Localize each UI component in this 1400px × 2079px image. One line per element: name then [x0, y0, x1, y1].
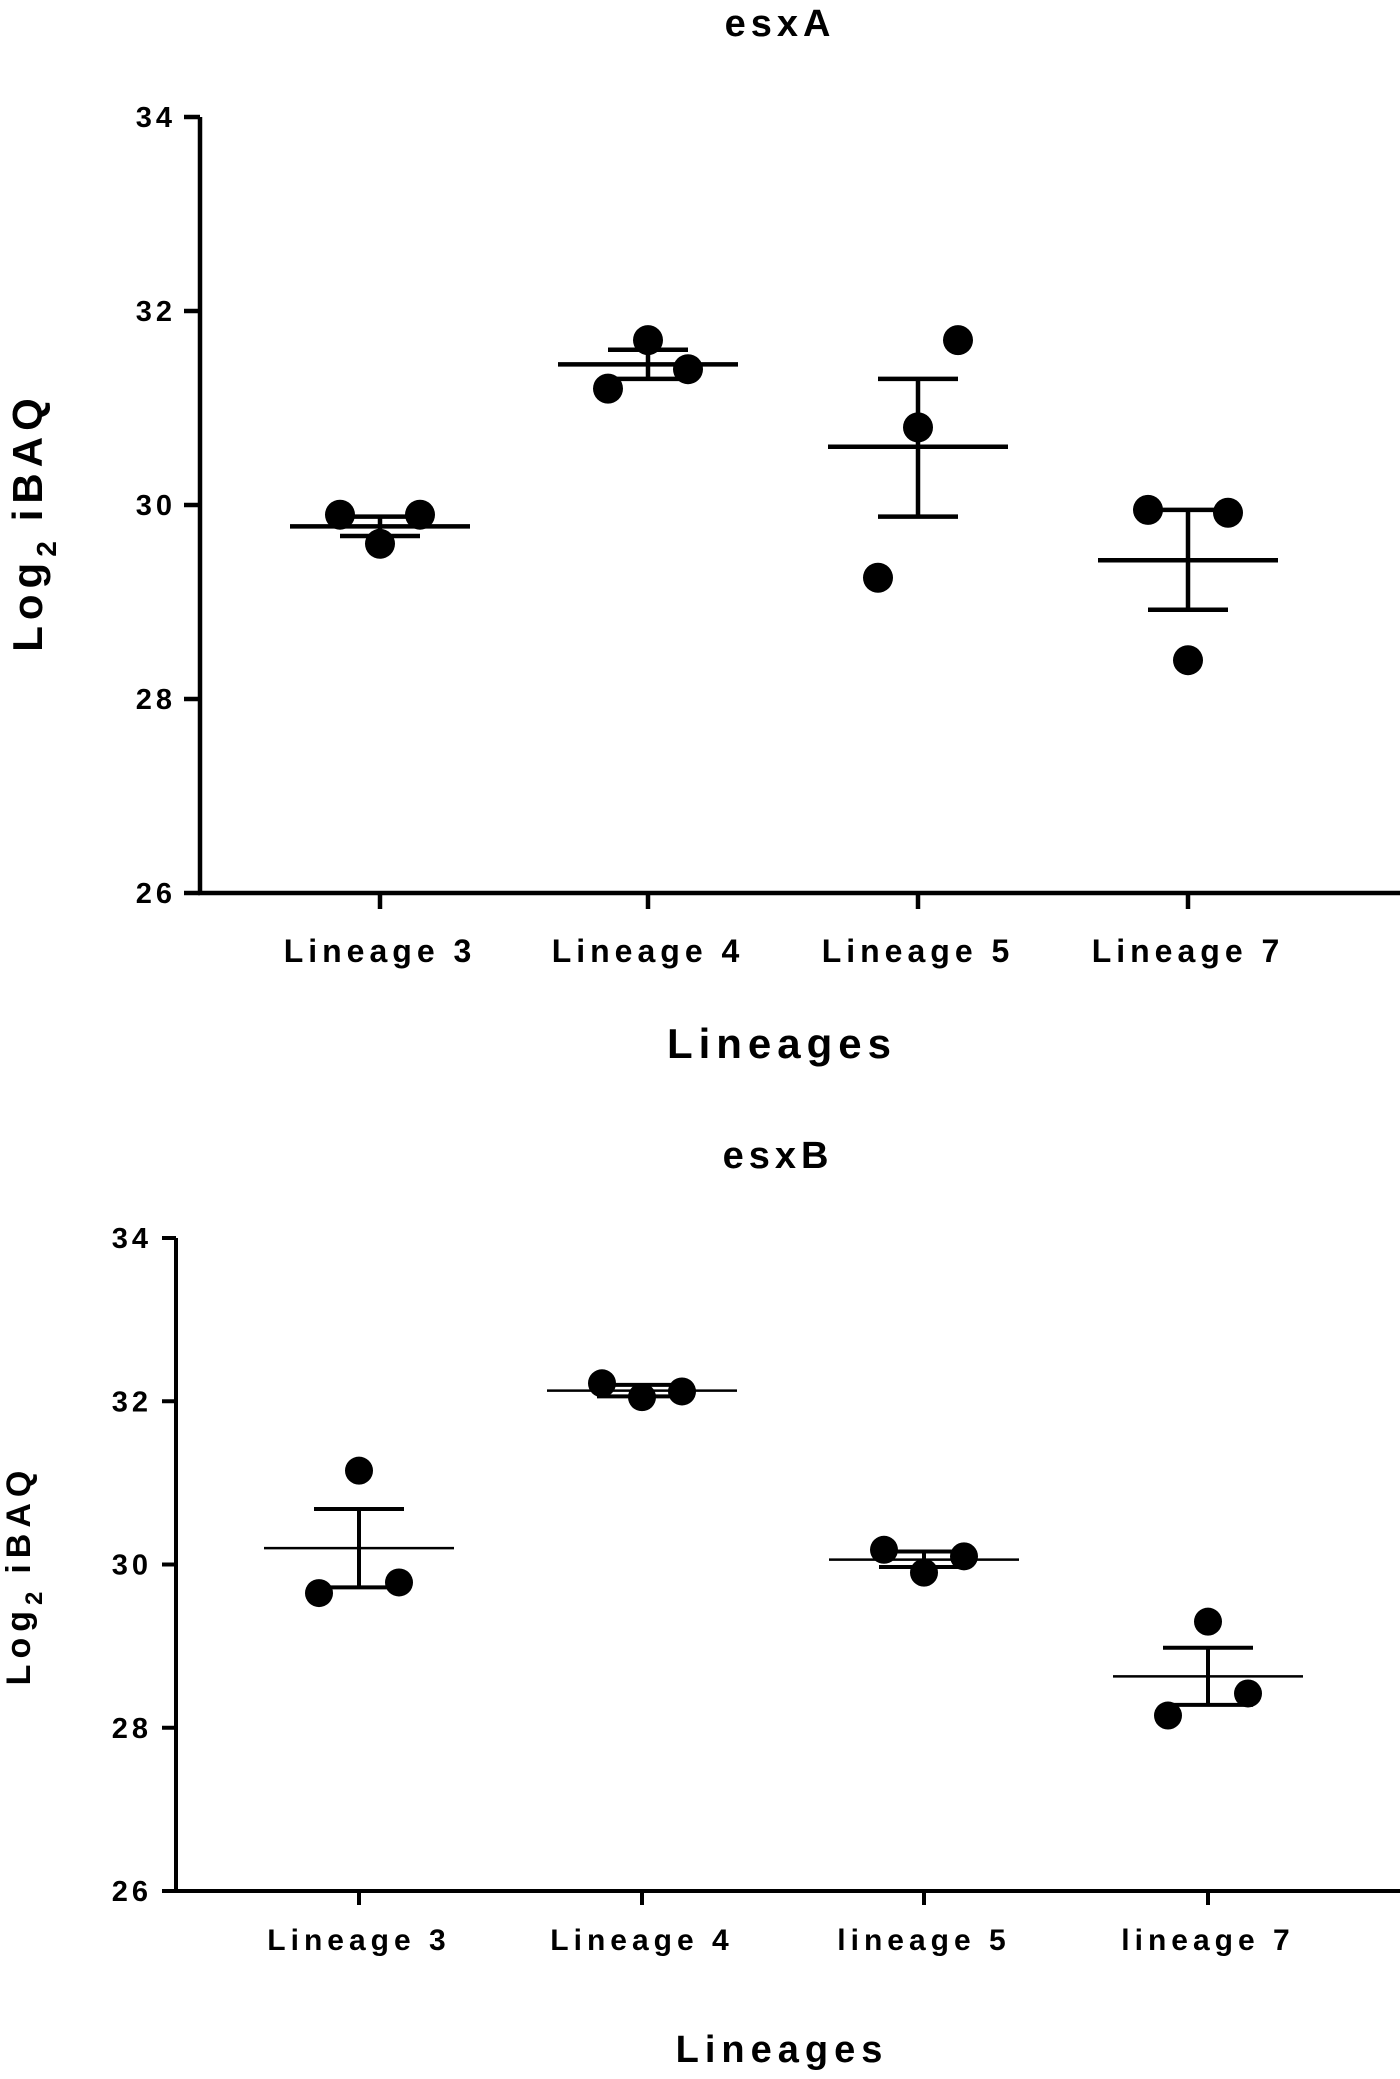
- chart-1-data-point: [593, 373, 623, 404]
- chart-2-x-axis-label: Lineages: [676, 2029, 889, 2071]
- chart-2-ylabel-main: Log: [0, 1605, 38, 1685]
- chart-2-ylabel-rest: iBAQ: [0, 1465, 38, 1574]
- chart-1-data-point: [1133, 494, 1163, 525]
- chart-1-y-tick-label: 34: [136, 102, 176, 134]
- chart-1-ylabel-main: Log: [4, 557, 51, 652]
- chart-1-data-point: [633, 325, 663, 356]
- chart-2-data-point: [668, 1377, 696, 1406]
- chart-1-y-tick-label: 28: [136, 684, 176, 716]
- chart-2-data-point: [870, 1535, 898, 1564]
- chart-2-plot: 26 28 30 32 34 Lineage 3 Lineage 4 lineage 5 lin…: [112, 1223, 1400, 1957]
- chart-1-x-tick-label: Lineage 4: [552, 933, 745, 969]
- chart-1-ylabel-sub: 2: [31, 535, 62, 557]
- chart-1-x-tick-label: Lineage 3: [284, 933, 477, 969]
- chart-2-data-point: [1194, 1607, 1222, 1636]
- chart-1-data-point: [863, 562, 893, 593]
- chart-1-y-tick-label: 32: [136, 296, 176, 328]
- chart-2-ylabel-sub: 2: [21, 1586, 48, 1605]
- chart-1-data-point: [365, 528, 395, 559]
- chart-2-y-tick-label: 34: [112, 1223, 152, 1255]
- chart-2-y-tick-label: 28: [112, 1713, 152, 1745]
- chart-1-y-tick-label: 30: [136, 490, 176, 522]
- chart-1-x-axis-label: Lineages: [667, 1020, 897, 1067]
- chart-2-data-point: [628, 1383, 656, 1412]
- chart-1-data-point: [1213, 497, 1243, 528]
- chart-1-x-tick-label: Lineage 7: [1092, 933, 1285, 969]
- svg-text:Log2iBAQ: Log2 iBAQ: [0, 1465, 48, 1686]
- chart-2-y-axis-label: Log2 iBAQ: [0, 1465, 48, 1686]
- chart-2-data-point: [1234, 1679, 1262, 1708]
- chart-2-data-point: [910, 1558, 938, 1587]
- chart-1-y-axis-label: Log2 iBAQ: [4, 392, 62, 652]
- chart-2-x-tick-label: Lineage 4: [550, 1924, 733, 1957]
- chart-1-data-point: [673, 354, 703, 385]
- chart-2-y-tick-label: 26: [112, 1876, 152, 1908]
- chart-2-data-point: [1154, 1701, 1182, 1730]
- chart-2-data-point: [345, 1456, 373, 1485]
- chart-2-x-tick-label: lineage 5: [837, 1924, 1010, 1957]
- chart-1-y-tick-label: 26: [136, 878, 176, 910]
- chart-1-data-point: [325, 499, 355, 530]
- chart-1-data-point: [1173, 645, 1203, 676]
- chart-1-x-tick-label: Lineage 5: [822, 933, 1015, 969]
- chart-2-data-point: [950, 1542, 978, 1571]
- chart-1-data-point: [903, 412, 933, 443]
- chart-2-y-tick-label: 30: [112, 1550, 152, 1582]
- chart-2-x-tick-label: lineage 7: [1121, 1924, 1294, 1957]
- chart-2-data-point: [385, 1568, 413, 1597]
- chart-1-plot: 26 28 30 32 34 Lineage 3 Lineage 4 Lineage 5 Lin…: [136, 102, 1400, 969]
- chart-1-title: esxA: [725, 3, 836, 45]
- chart-1-ylabel-rest: iBAQ: [4, 392, 51, 521]
- chart-2-title: esxB: [723, 1135, 834, 1177]
- chart-2-y-tick-label: 32: [112, 1386, 152, 1418]
- chart-2-data-point: [588, 1369, 616, 1398]
- chart-1-data-point: [405, 499, 435, 530]
- chart-1-data-point: [943, 325, 973, 356]
- chart-2-x-tick-label: Lineage 3: [267, 1924, 450, 1957]
- svg-text:Log2iBAQ: Log2 iBAQ: [4, 392, 62, 652]
- chart-2-data-point: [305, 1579, 333, 1608]
